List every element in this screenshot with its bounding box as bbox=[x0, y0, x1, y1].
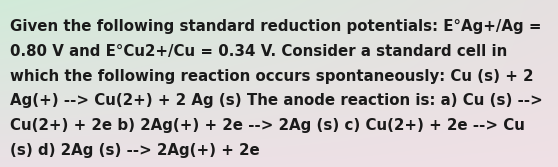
Text: Given the following standard reduction potentials: E°Ag+/Ag =: Given the following standard reduction p… bbox=[10, 19, 542, 34]
Text: (s) d) 2Ag (s) --> 2Ag(+) + 2e: (s) d) 2Ag (s) --> 2Ag(+) + 2e bbox=[10, 143, 260, 158]
Text: which the following reaction occurs spontaneously: Cu (s) + 2: which the following reaction occurs spon… bbox=[10, 69, 533, 84]
Text: Ag(+) --> Cu(2+) + 2 Ag (s) The anode reaction is: a) Cu (s) -->: Ag(+) --> Cu(2+) + 2 Ag (s) The anode re… bbox=[10, 93, 543, 108]
Text: Cu(2+) + 2e b) 2Ag(+) + 2e --> 2Ag (s) c) Cu(2+) + 2e --> Cu: Cu(2+) + 2e b) 2Ag(+) + 2e --> 2Ag (s) c… bbox=[10, 118, 525, 133]
Text: 0.80 V and E°Cu2+/Cu = 0.34 V. Consider a standard cell in: 0.80 V and E°Cu2+/Cu = 0.34 V. Consider … bbox=[10, 44, 507, 59]
